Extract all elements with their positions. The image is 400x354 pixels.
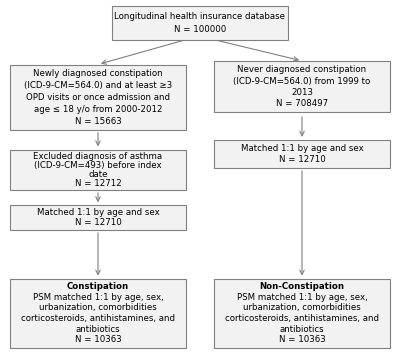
FancyBboxPatch shape [214,279,390,348]
Text: antibiotics: antibiotics [280,325,324,334]
Text: N = 12712: N = 12712 [75,179,121,188]
Text: (ICD-9-CM=564.0) and at least ≥3: (ICD-9-CM=564.0) and at least ≥3 [24,81,172,90]
Text: N = 12710: N = 12710 [279,155,325,164]
Text: urbanization, comorbidities: urbanization, comorbidities [39,303,157,313]
Text: N = 10363: N = 10363 [75,335,121,344]
FancyBboxPatch shape [214,61,390,113]
FancyBboxPatch shape [214,140,390,168]
Text: (ICD-9-CM=493) before index: (ICD-9-CM=493) before index [34,161,162,170]
Text: urbanization, comorbidities: urbanization, comorbidities [243,303,361,313]
Text: Newly diagnosed constipation: Newly diagnosed constipation [33,69,163,78]
Text: date: date [88,170,108,179]
Text: PSM matched 1:1 by age, sex,: PSM matched 1:1 by age, sex, [33,293,163,302]
Text: N = 15663: N = 15663 [75,117,121,126]
Text: Constipation: Constipation [67,282,129,291]
Text: antibiotics: antibiotics [76,325,120,334]
Text: Matched 1:1 by age and sex: Matched 1:1 by age and sex [241,144,363,153]
Text: Matched 1:1 by age and sex: Matched 1:1 by age and sex [37,208,159,217]
Text: Longitudinal health insurance database: Longitudinal health insurance database [114,12,286,21]
Text: corticosteroids, antihistamines, and: corticosteroids, antihistamines, and [21,314,175,323]
Text: N = 12710: N = 12710 [75,218,121,227]
Text: Never diagnosed constipation: Never diagnosed constipation [238,65,366,74]
Text: PSM matched 1:1 by age, sex,: PSM matched 1:1 by age, sex, [237,293,367,302]
FancyBboxPatch shape [10,279,186,348]
Text: age ≤ 18 y/o from 2000-2012: age ≤ 18 y/o from 2000-2012 [34,105,162,114]
Text: OPD visits or once admission and: OPD visits or once admission and [26,93,170,102]
FancyBboxPatch shape [10,65,186,130]
Text: Excluded diagnosis of asthma: Excluded diagnosis of asthma [34,152,162,161]
Text: N = 708497: N = 708497 [276,99,328,108]
Text: N = 10363: N = 10363 [279,335,325,344]
Text: (ICD-9-CM=564.0) from 1999 to: (ICD-9-CM=564.0) from 1999 to [233,76,371,86]
FancyBboxPatch shape [112,6,288,40]
Text: N = 100000: N = 100000 [174,25,226,34]
Text: 2013: 2013 [291,88,313,97]
Text: corticosteroids, antihistamines, and: corticosteroids, antihistamines, and [225,314,379,323]
FancyBboxPatch shape [10,149,186,190]
FancyBboxPatch shape [10,205,186,230]
Text: Non-Constipation: Non-Constipation [260,282,344,291]
